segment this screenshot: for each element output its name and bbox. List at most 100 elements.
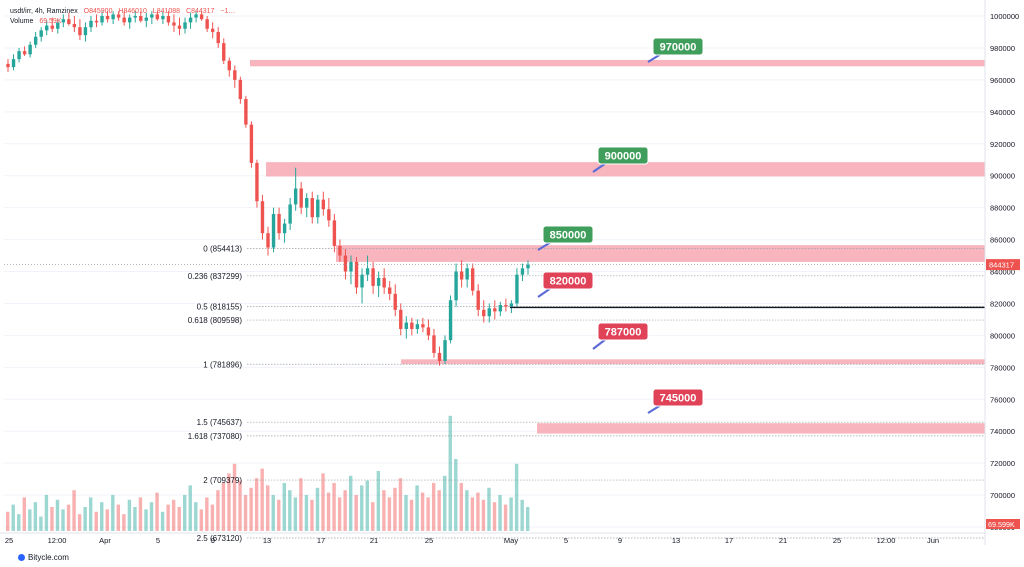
volume-bar xyxy=(443,475,447,531)
x-tick-label: 9 xyxy=(618,536,622,545)
volume-bar xyxy=(393,487,397,531)
volume-bar xyxy=(155,492,159,531)
candle-body xyxy=(128,17,132,23)
volume-bar xyxy=(431,483,436,531)
volume-tag xyxy=(986,519,1020,529)
volume-bar xyxy=(133,507,137,531)
volume-value: 69.59K xyxy=(39,18,62,25)
candle-body xyxy=(83,27,88,36)
candle-body xyxy=(388,287,392,294)
candle-body xyxy=(526,264,530,269)
zone-970000 xyxy=(250,59,985,67)
volume-bar xyxy=(371,502,375,531)
candle-body xyxy=(233,70,237,80)
candle-body xyxy=(61,19,66,23)
x-tick-label: 9 xyxy=(211,536,215,545)
badge-text: 900000 xyxy=(605,151,642,163)
x-tick-label: 17 xyxy=(725,536,733,545)
volume-bar xyxy=(105,509,109,531)
y-tick-label: 1000000 xyxy=(990,12,1019,21)
candle-body xyxy=(266,233,270,248)
volume-bar xyxy=(310,499,314,531)
candle-body xyxy=(133,16,137,18)
badge-text: 745000 xyxy=(660,393,697,405)
candle-body xyxy=(410,322,414,329)
candle-body xyxy=(504,305,508,307)
volume-bar xyxy=(277,499,281,531)
candle-body xyxy=(365,268,370,275)
volume-bar xyxy=(288,490,292,531)
candle-body xyxy=(188,17,193,23)
grid xyxy=(4,15,985,528)
candle-body xyxy=(343,255,348,272)
volume-bar xyxy=(149,502,154,531)
candle-body xyxy=(316,199,320,218)
volume-bar xyxy=(254,478,259,531)
candlestick-series xyxy=(6,11,530,366)
volume-bar xyxy=(17,514,21,531)
candle-body xyxy=(282,223,287,234)
volume-bar xyxy=(271,495,275,531)
candle-body xyxy=(327,209,331,221)
x-tick-label: 12:00 xyxy=(877,536,896,545)
volume-bar xyxy=(509,497,513,531)
volume-bar xyxy=(260,468,264,531)
candle-body xyxy=(493,308,497,312)
y-tick-label: 960000 xyxy=(990,76,1015,85)
candle-body xyxy=(50,25,54,29)
volume-bar xyxy=(476,492,480,531)
candle-body xyxy=(360,274,364,288)
volume-bar xyxy=(420,492,425,531)
y-tick-label: 940000 xyxy=(990,108,1015,117)
candle-body xyxy=(72,23,77,28)
y-tick-label: 800000 xyxy=(990,331,1015,340)
volume-bar xyxy=(321,473,325,531)
candle-body xyxy=(33,36,38,45)
candle-body xyxy=(56,22,60,29)
candle-body xyxy=(144,17,148,21)
fib-label-1: 1 (781896) xyxy=(203,360,242,369)
badge-box xyxy=(597,146,649,165)
badge-box xyxy=(542,225,594,244)
candle-body xyxy=(376,277,381,286)
last-price-tag xyxy=(986,259,1020,271)
x-tick-label: 25 xyxy=(833,536,841,545)
fib-label-1.618: 1.618 (737080) xyxy=(188,432,243,441)
candle-body xyxy=(399,309,403,329)
volume-bar xyxy=(94,511,98,531)
resistance-support-zones xyxy=(250,59,985,434)
volume-bar xyxy=(166,504,170,531)
open-value: O845900 xyxy=(83,8,113,15)
volume-bar xyxy=(459,483,464,531)
candle-body xyxy=(105,16,110,20)
volume-bar xyxy=(293,497,298,531)
x-tick-label: 5 xyxy=(156,536,160,545)
candle-body xyxy=(470,268,475,291)
volume-bar xyxy=(83,507,87,531)
watermark-text: Bitycle.com xyxy=(28,553,69,562)
volume-bar xyxy=(415,485,419,531)
zone-787000 xyxy=(401,359,985,365)
volume-bar xyxy=(160,511,165,531)
volume-bar xyxy=(188,485,192,531)
volume-bar xyxy=(299,478,303,531)
badge-text: 820000 xyxy=(550,276,587,288)
y-axis: 1000000 980000 960000 940000 920000 900000 880… xyxy=(984,0,1020,545)
candle-body xyxy=(17,51,21,60)
x-tick-label: Apr xyxy=(99,536,111,545)
fibonacci-levels: 0 (854413) 0.236 (837299) 0.5 (818155) 0.61… xyxy=(188,244,985,543)
volume-bar xyxy=(387,497,392,531)
fib-label-2: 2 (709379) xyxy=(203,476,242,485)
candle-body xyxy=(432,335,436,353)
volume-bar xyxy=(365,480,369,531)
candle-body xyxy=(150,14,154,18)
fib-label-0.5: 0.5 (818155) xyxy=(197,302,243,311)
candle-body xyxy=(459,271,464,280)
volume-bar xyxy=(183,495,187,531)
badge-text: 970000 xyxy=(660,42,697,54)
volume-bar xyxy=(492,502,497,531)
zone-745000 xyxy=(537,423,985,434)
volume-bar xyxy=(22,497,26,531)
horizontal-lines xyxy=(4,264,985,309)
